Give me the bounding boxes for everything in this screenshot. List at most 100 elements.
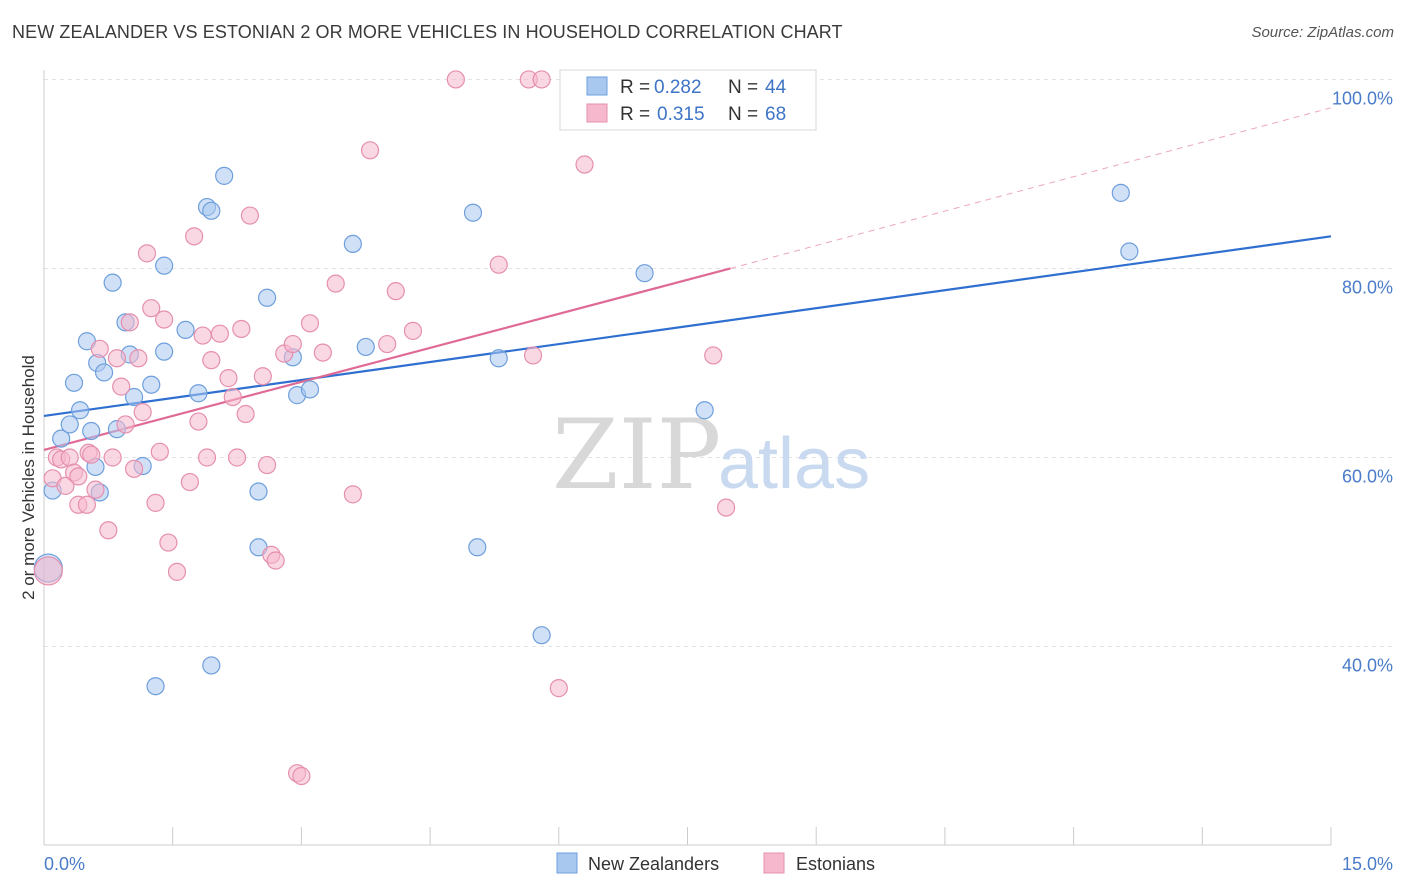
- estonian-point: [77, 495, 97, 514]
- estonian-point: [155, 310, 174, 329]
- estonian-point: [210, 324, 229, 343]
- estonian-point: [257, 455, 277, 475]
- estonian-point: [378, 334, 397, 354]
- new-zealander-point: [1120, 242, 1139, 261]
- estonian-point: [717, 498, 736, 517]
- legend-n-value-pink: 68: [765, 104, 786, 125]
- watermark-atlas: atlas: [718, 424, 870, 504]
- estonian-point: [116, 415, 135, 434]
- new-zealander-point: [202, 201, 221, 220]
- estonian-point: [232, 319, 251, 339]
- x-tick-labels: 0.0% 15.0%: [44, 854, 1393, 874]
- y-tick-label: 40.0%: [1342, 656, 1393, 676]
- legend-n-label-pink: N =: [728, 104, 758, 125]
- trend-lines: [43, 107, 1332, 452]
- estonian-point: [82, 445, 101, 464]
- new-zealander-point: [489, 349, 508, 368]
- estonian-point: [313, 343, 332, 362]
- estonian-point: [227, 448, 247, 467]
- estonian-point: [326, 274, 345, 293]
- new-zealander-point: [463, 203, 483, 222]
- estonians-trend-extension: [730, 107, 1332, 269]
- new-zealander-point: [1111, 183, 1130, 202]
- bottom-legend-new-zealanders: New Zealanders: [588, 854, 719, 874]
- estonian-point: [90, 339, 109, 358]
- new-zealander-point: [94, 363, 114, 382]
- estonian-point: [300, 314, 320, 333]
- estonians-trend-line: [43, 267, 731, 452]
- axes: [43, 70, 1332, 846]
- estonian-point: [266, 551, 285, 570]
- new-zealander-point: [356, 337, 375, 357]
- new-zealander-point: [468, 538, 487, 557]
- estonian-point: [292, 766, 311, 786]
- new-zealander-point: [189, 384, 208, 403]
- estonian-point: [86, 480, 105, 499]
- new-zealander-point: [52, 429, 71, 448]
- estonian-point: [197, 448, 217, 467]
- estonian-point: [133, 403, 152, 422]
- estonian-point: [150, 442, 169, 461]
- new-zealander-point: [249, 482, 268, 501]
- estonian-point: [124, 459, 144, 478]
- estonian-point: [446, 70, 465, 89]
- estonian-point: [403, 321, 423, 340]
- y-tick-labels: 40.0% 60.0% 80.0% 100.0%: [1332, 88, 1393, 675]
- estonian-point: [159, 533, 178, 552]
- estonian-point: [129, 349, 148, 368]
- y-tick-label: 60.0%: [1342, 467, 1393, 487]
- estonian-point: [167, 562, 187, 581]
- estonian-point: [107, 349, 127, 368]
- x-tick-label: 0.0%: [44, 854, 85, 874]
- estonian-point: [99, 521, 118, 540]
- new-zealander-point: [64, 373, 84, 392]
- legend-n-value-blue: 44: [765, 77, 787, 98]
- new-zealander-point: [176, 320, 195, 340]
- series-new-zealanders: [33, 166, 1139, 696]
- new-zealander-point: [142, 375, 161, 394]
- legend-swatch-blue: [586, 76, 608, 96]
- estonian-point: [56, 476, 75, 495]
- estonian-point: [185, 227, 204, 246]
- estonian-point: [112, 377, 131, 396]
- new-zealander-point: [155, 342, 174, 361]
- bottom-legend-swatch-blue: [556, 852, 578, 874]
- y-tick-label: 100.0%: [1332, 88, 1393, 108]
- watermark: ZIP atlas: [552, 399, 870, 511]
- estonian-point: [137, 244, 157, 263]
- estonian-point: [60, 448, 79, 467]
- new-zealander-point: [146, 677, 165, 696]
- estonian-point: [343, 485, 362, 504]
- legend-r-value-pink: 0.315: [657, 104, 705, 125]
- watermark-zip: ZIP: [552, 399, 721, 511]
- new-zealanders-trend-line: [43, 235, 1332, 418]
- legend-swatch-pink: [586, 103, 608, 123]
- estonian-point: [103, 448, 122, 467]
- estonian-point: [69, 467, 88, 486]
- y-tick-label: 80.0%: [1342, 277, 1393, 297]
- new-zealander-point: [695, 401, 714, 420]
- estonian-point: [146, 493, 165, 512]
- bottom-legend-estonians: Estonians: [796, 854, 875, 874]
- x-tick-label: 15.0%: [1342, 854, 1393, 874]
- new-zealander-point: [60, 415, 79, 434]
- estonian-point: [33, 556, 63, 586]
- estonian-point: [523, 346, 543, 365]
- bottom-legend: New Zealanders Estonians: [556, 852, 875, 874]
- estonian-point: [240, 206, 260, 225]
- estonian-point: [283, 334, 302, 354]
- estonian-point: [142, 299, 161, 318]
- estonian-point: [202, 351, 221, 370]
- new-zealander-point: [215, 166, 234, 185]
- new-zealander-point: [155, 256, 174, 275]
- estonian-point: [575, 155, 594, 174]
- estonian-point: [549, 679, 568, 698]
- legend-n-label-blue: N =: [728, 77, 758, 98]
- legend-r-value-blue: 0.282: [654, 77, 702, 98]
- legend-r-label-pink: R =: [620, 104, 650, 125]
- new-zealander-point: [202, 656, 221, 675]
- estonian-point: [120, 313, 139, 332]
- new-zealander-point: [532, 626, 551, 645]
- legend: R = 0.282 N = 44 R = 0.315 N = 68: [559, 69, 817, 131]
